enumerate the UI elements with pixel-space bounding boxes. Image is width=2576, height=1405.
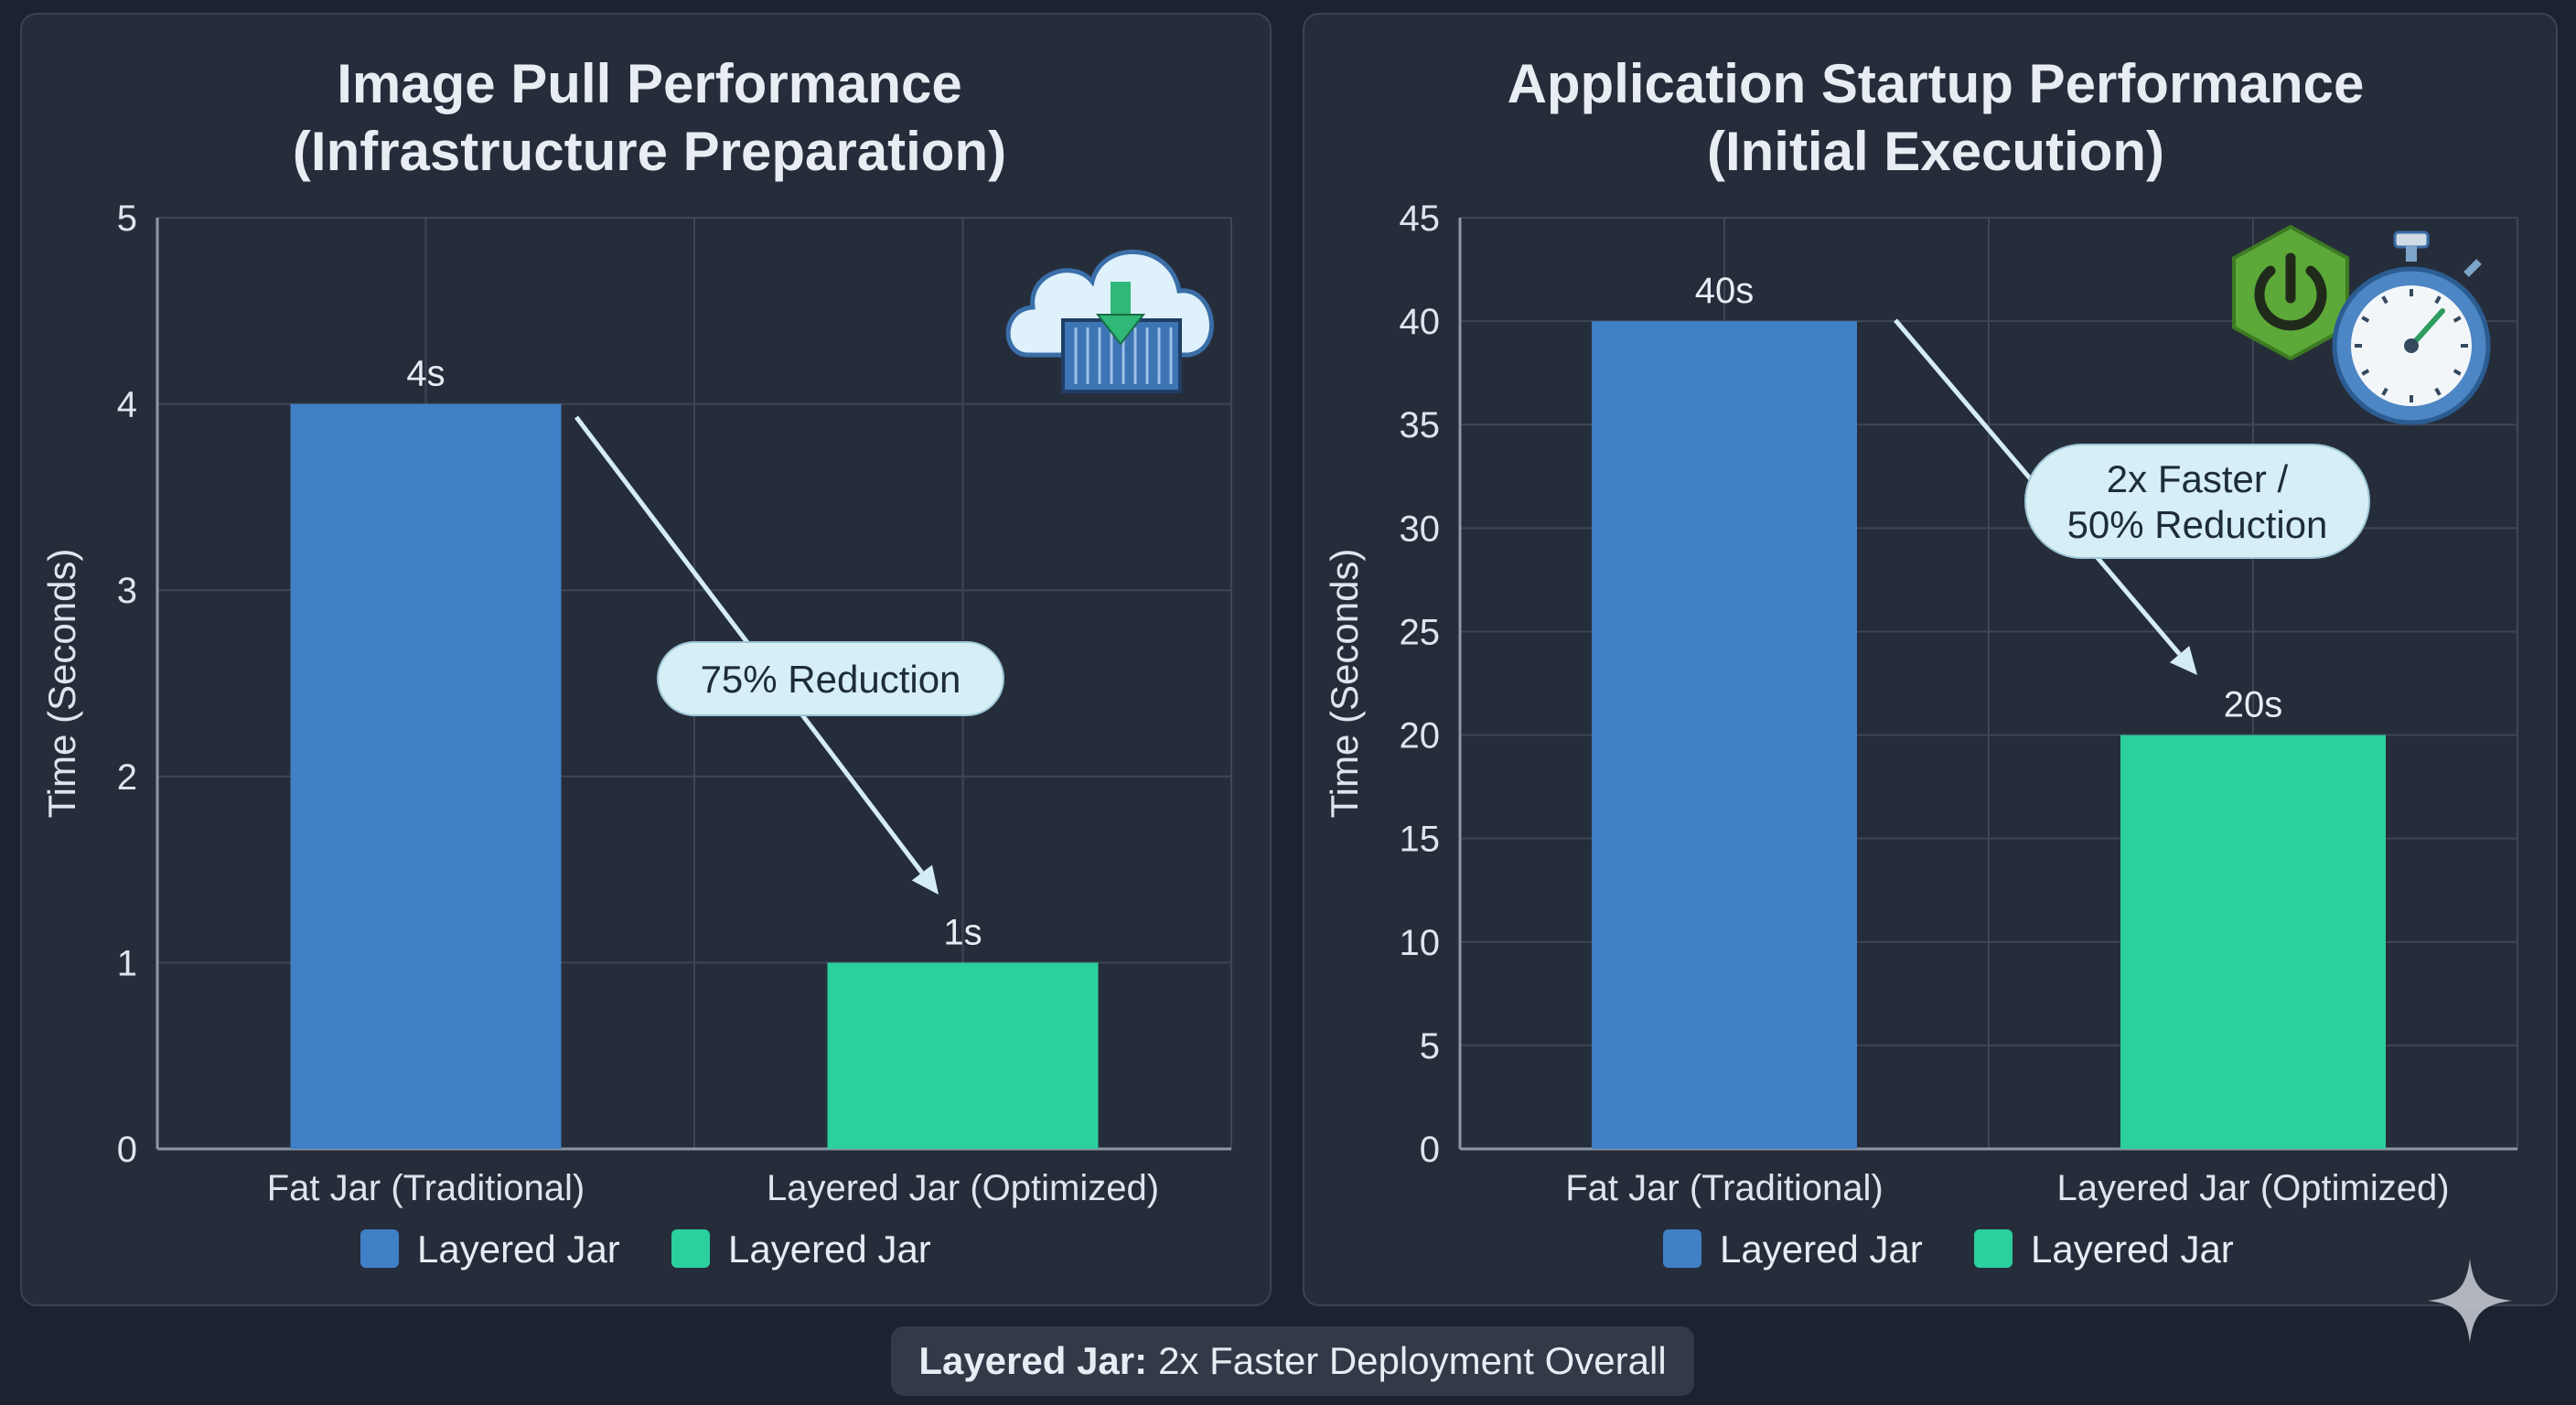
stopwatch-tick — [2381, 387, 2388, 396]
y-tick-label: 30 — [1400, 509, 1441, 549]
y-tick-label: 4 — [117, 385, 137, 425]
reduction-arrow-head — [2169, 646, 2197, 675]
stopwatch-button — [2393, 231, 2430, 249]
callout-text: 50% Reduction — [2067, 503, 2328, 546]
bar — [290, 403, 562, 1150]
stopwatch-pivot — [2404, 338, 2419, 353]
y-tick-label: 35 — [1400, 405, 1441, 445]
x-category-label: Layered Jar (Optimized) — [2056, 1168, 2449, 1208]
x-category-label: Fat Jar (Traditional) — [1565, 1168, 1884, 1208]
legend-label: Layered Jar — [2031, 1228, 2234, 1271]
y-tick-label: 40 — [1400, 302, 1441, 342]
chart-title-line: (Infrastructure Preparation) — [293, 121, 1006, 182]
y-tick-label: 0 — [117, 1130, 137, 1170]
y-tick-label: 25 — [1400, 612, 1441, 652]
image-pull-chart-panel: Image Pull Performance (Infrastructure Pr… — [20, 13, 1272, 1306]
download-arrow-head — [1095, 314, 1146, 346]
legend-label: Layered Jar — [417, 1228, 620, 1271]
y-tick-label: 3 — [117, 571, 137, 611]
sparkle-icon — [2428, 1259, 2512, 1343]
summary-label: Layered Jar: — [918, 1339, 1148, 1382]
bar-data-label: 4s — [406, 354, 445, 394]
stopwatch-tick — [2434, 387, 2442, 396]
summary-text: 2x Faster Deployment Overall — [1158, 1339, 1667, 1382]
stopwatch-side-button — [2463, 259, 2482, 277]
summary-banner: Layered Jar: 2x Faster Deployment Overal… — [891, 1326, 1694, 1396]
startup-chart-panel: Application Startup Performance (Initial … — [1303, 13, 2558, 1306]
stopwatch-tick — [2381, 295, 2388, 305]
y-tick-label: 10 — [1400, 923, 1441, 963]
y-tick-label: 0 — [1420, 1130, 1440, 1170]
startup-chart: Application Startup Performance (Initial … — [1323, 53, 2518, 1271]
y-tick-label: 1 — [117, 943, 137, 983]
legend-swatch — [1663, 1229, 1701, 1268]
reduction-callout — [2024, 444, 2370, 559]
chart-title-line: Image Pull Performance — [337, 53, 962, 114]
chart-title-line: Application Startup Performance — [1508, 53, 2365, 114]
bar-data-label: 20s — [2224, 685, 2283, 725]
image-pull-chart: Image Pull Performance (Infrastructure Pr… — [40, 53, 1232, 1271]
bar-data-label: 1s — [943, 912, 982, 952]
download-arrow-shaft — [1111, 282, 1131, 318]
stopwatch-tick — [2361, 369, 2370, 376]
callout-text: 2x Faster / — [2107, 457, 2289, 500]
chart-title-line: (Initial Execution) — [1707, 121, 2164, 182]
y-tick-label: 45 — [1400, 198, 1441, 239]
y-tick-label: 15 — [1400, 820, 1441, 860]
stopwatch-tick — [2453, 316, 2462, 323]
reduction-callout — [657, 641, 1004, 716]
cloud-download-container-icon — [1005, 250, 1214, 393]
stopwatch-stem — [2406, 245, 2417, 262]
stopwatch-hand — [2409, 308, 2445, 349]
y-axis-title: Time (Seconds) — [40, 549, 83, 819]
bar — [827, 962, 1099, 1149]
legend-label: Layered Jar — [728, 1228, 931, 1271]
y-axis-title: Time (Seconds) — [1323, 549, 1366, 819]
x-category-label: Layered Jar (Optimized) — [767, 1168, 1159, 1208]
reduction-arrow-head — [911, 864, 939, 895]
y-tick-label: 5 — [117, 198, 137, 239]
y-tick-label: 20 — [1400, 716, 1441, 756]
power-symbol-arc — [2254, 265, 2327, 331]
legend-label: Layered Jar — [1720, 1228, 1923, 1271]
callout-text: 75% Reduction — [701, 658, 961, 701]
legend-swatch — [1974, 1229, 2012, 1268]
stopwatch-tick — [2434, 295, 2442, 305]
legend-swatch — [671, 1229, 710, 1268]
power-stopwatch-icon — [2232, 224, 2491, 425]
bar — [2120, 735, 2386, 1149]
y-tick-label: 2 — [117, 757, 137, 798]
legend-swatch — [360, 1229, 399, 1268]
stopwatch-tick — [2361, 316, 2370, 323]
y-tick-label: 5 — [1420, 1026, 1440, 1067]
bar-data-label: 40s — [1695, 271, 1755, 311]
stopwatch-tick — [2453, 369, 2462, 376]
bar — [1592, 321, 1857, 1150]
x-category-label: Fat Jar (Traditional) — [267, 1168, 585, 1208]
